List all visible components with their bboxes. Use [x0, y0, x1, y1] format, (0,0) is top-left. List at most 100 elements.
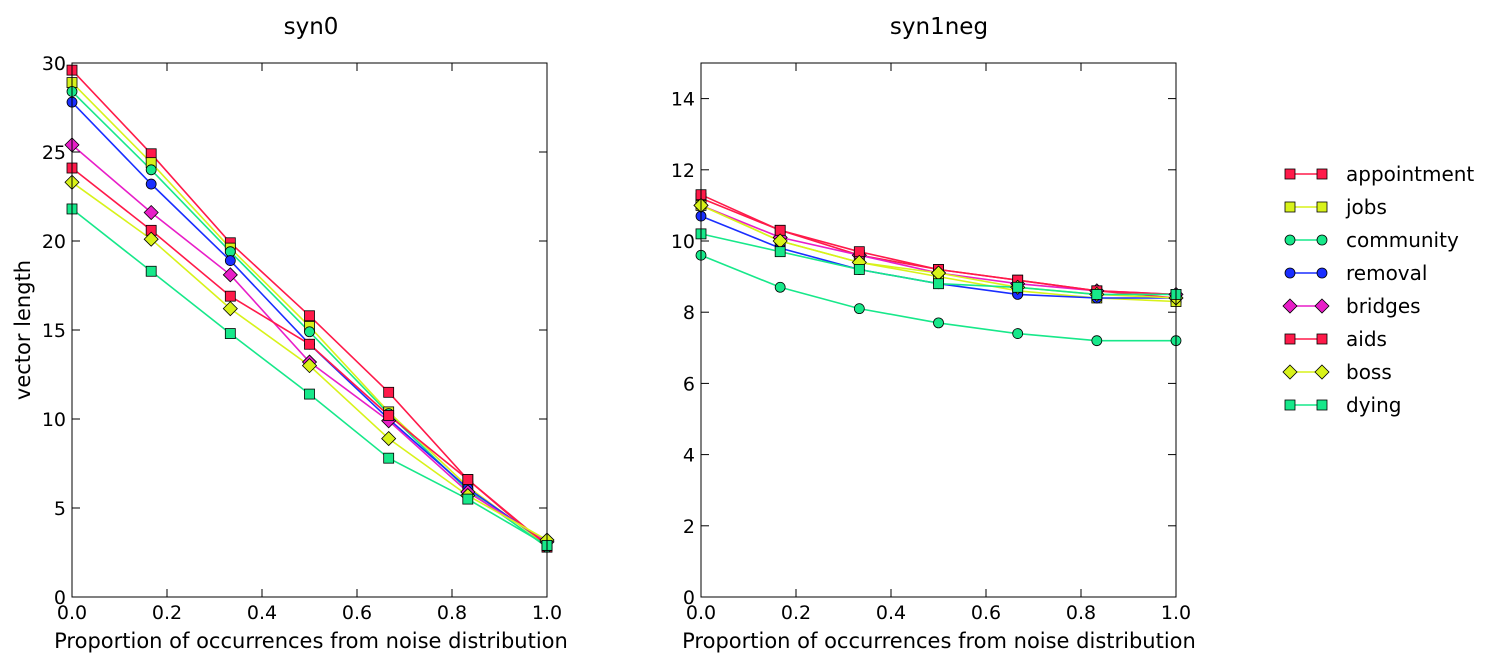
data-point-dying: [462, 493, 474, 505]
legend-marker: [1284, 399, 1296, 411]
legend-marker: [1284, 333, 1296, 345]
data-point-bridges: [143, 204, 159, 221]
data-point-community: [933, 317, 944, 329]
data-point-boss: [301, 358, 318, 374]
y-tick-label: 14: [671, 89, 695, 111]
legend-marker: [1314, 364, 1330, 380]
series-line-appointment: [71, 69, 548, 548]
y-tick-label: 10: [671, 231, 695, 253]
x-tick-label: 0.6: [971, 602, 1001, 624]
data-point-dying: [774, 246, 786, 258]
axis-ticks: 0.0 0.2 0.4 0.6 0.8 1.0 0 5 10 15 20 25 30: [42, 53, 562, 624]
y-axis-label: vector length: [11, 260, 35, 400]
data-point-community: [304, 326, 315, 338]
y-tick-label: 30: [42, 53, 66, 75]
y-tick-label: 8: [683, 302, 695, 324]
legend-label: jobs: [1345, 195, 1387, 219]
chart-title: syn0: [284, 14, 339, 40]
data-point-community: [1091, 335, 1103, 347]
legend-item-removal: removal: [1284, 261, 1427, 285]
legend-marker: [1316, 399, 1328, 411]
legend-marker: [1316, 168, 1328, 180]
legend-item-bridges: bridges: [1282, 294, 1421, 318]
data-point-dying: [224, 328, 236, 339]
plot-frame: [700, 62, 1177, 598]
legend-label: bridges: [1346, 294, 1421, 318]
plot-marks: [693, 189, 1184, 347]
data-point-dying: [933, 278, 944, 290]
data-point-community: [1012, 328, 1024, 339]
y-tick-label: 0: [54, 587, 66, 609]
x-tick-label: 0.4: [876, 602, 906, 624]
x-tick-label: 0.2: [152, 602, 182, 624]
y-tick-label: 2: [683, 516, 695, 538]
legend-marker: [1284, 267, 1296, 279]
data-point-dying: [1012, 281, 1024, 293]
legend-marker: [1316, 267, 1328, 279]
legend-label: appointment: [1346, 162, 1474, 186]
x-tick-label: 1.0: [1161, 602, 1191, 624]
legend-item-community: community: [1284, 228, 1459, 252]
y-tick-label: 4: [683, 445, 695, 467]
data-point-boss: [143, 231, 159, 247]
data-point-appointment: [304, 310, 315, 322]
legend-label: aids: [1346, 327, 1387, 351]
legend-label: dying: [1346, 393, 1401, 417]
x-tick-label: 0.2: [781, 602, 811, 624]
y-tick-label: 6: [683, 373, 695, 395]
legend-marker: [1316, 333, 1328, 345]
data-point-aids: [383, 410, 395, 421]
legend-marker: [1316, 234, 1328, 246]
data-point-community: [853, 303, 865, 315]
data-point-aids: [462, 474, 474, 485]
data-point-appointment: [383, 386, 395, 398]
legend-marker: [1316, 201, 1328, 213]
y-tick-label: 5: [54, 498, 66, 520]
legend-item-jobs: jobs: [1284, 195, 1387, 219]
data-point-boss: [381, 431, 397, 447]
data-point-dying: [383, 452, 395, 464]
legend: appointment jobs community removal bridges ai…: [1282, 162, 1474, 417]
x-axis-label: Proportion of occurrences from noise dis…: [682, 629, 1196, 653]
data-point-aids: [224, 290, 236, 302]
data-point-bridges: [222, 267, 238, 283]
x-tick-label: 0.0: [57, 602, 87, 624]
legend-marker: [1282, 298, 1298, 314]
legend-item-appointment: appointment: [1284, 162, 1474, 186]
y-tick-label: 0: [683, 587, 695, 609]
legend-item-dying: dying: [1284, 393, 1401, 417]
data-point-community: [774, 281, 786, 293]
legend-label: boss: [1346, 360, 1392, 384]
legend-marker: [1284, 168, 1296, 180]
chart-syn1neg: syn1neg Proportion of occurrences from n…: [671, 14, 1196, 653]
data-point-dying: [304, 388, 315, 400]
legend-marker: [1284, 201, 1296, 213]
x-tick-label: 0.6: [342, 602, 372, 624]
chart-title: syn1neg: [890, 14, 988, 40]
data-point-dying: [1091, 288, 1103, 300]
y-tick-label: 10: [42, 409, 66, 431]
y-tick-label: 20: [42, 231, 66, 253]
legend-label: community: [1346, 228, 1459, 252]
y-tick-label: 12: [671, 160, 695, 182]
y-tick-label: 25: [42, 142, 66, 164]
x-tick-label: 0.8: [1066, 602, 1096, 624]
legend-label: removal: [1346, 261, 1427, 285]
chart-syn0: syn0 Proportion of occurrences from nois…: [11, 14, 568, 653]
x-tick-label: 1.0: [532, 602, 562, 624]
legend-item-aids: aids: [1284, 327, 1387, 351]
data-point-dying: [145, 265, 157, 277]
x-tick-label: 0.0: [686, 602, 716, 624]
data-point-removal: [224, 255, 236, 266]
data-point-removal: [145, 178, 157, 190]
axis-ticks: 0.0 0.2 0.4 0.6 0.8 1.0 0 2 4 6 8 10 12 14: [671, 63, 1191, 624]
legend-marker: [1282, 364, 1298, 380]
plot-marks: [64, 64, 555, 553]
y-tick-label: 15: [42, 320, 66, 342]
legend-item-boss: boss: [1282, 360, 1392, 384]
data-point-aids: [304, 338, 315, 350]
data-point-boss: [222, 301, 238, 317]
x-axis-label: Proportion of occurrences from noise dis…: [54, 629, 568, 653]
data-point-dying: [853, 264, 865, 275]
